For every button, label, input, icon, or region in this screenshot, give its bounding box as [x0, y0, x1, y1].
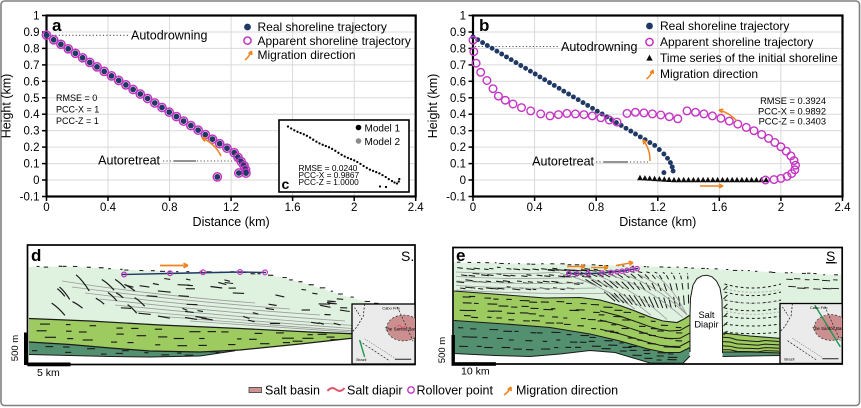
- svg-text:2: 2: [351, 202, 357, 214]
- svg-text:PCC-Z = 1.0000: PCC-Z = 1.0000: [299, 177, 360, 187]
- svg-text:Model 1: Model 1: [365, 124, 401, 135]
- svg-text:Brazil: Brazil: [784, 357, 794, 362]
- svg-text:0.6: 0.6: [450, 76, 466, 88]
- svg-text:.: .: [835, 253, 838, 267]
- svg-text:500 m: 500 m: [10, 335, 21, 361]
- svg-text:0.5: 0.5: [450, 93, 466, 105]
- svg-text:0.8: 0.8: [588, 202, 604, 214]
- svg-text:Salt basin: Salt basin: [265, 383, 320, 397]
- svg-text:0.4: 0.4: [24, 109, 41, 121]
- svg-text:a: a: [52, 16, 62, 35]
- svg-text:2.4: 2.4: [835, 202, 852, 214]
- svg-text:0.2: 0.2: [24, 142, 40, 154]
- svg-text:1: 1: [460, 11, 466, 23]
- svg-text:The Santos Basin: The Santos Basin: [385, 326, 420, 331]
- svg-text:0.1: 0.1: [450, 159, 466, 171]
- svg-text:Diapir: Diapir: [694, 320, 718, 330]
- svg-text:S: S: [826, 248, 835, 264]
- svg-text:Autoretreat: Autoretreat: [532, 155, 594, 169]
- svg-text:0.8: 0.8: [450, 43, 466, 55]
- svg-text:1.2: 1.2: [223, 202, 239, 214]
- svg-text:1.6: 1.6: [711, 202, 727, 214]
- svg-text:0.3: 0.3: [450, 126, 466, 138]
- svg-text:PCC-X = 0.9892: PCC-X = 0.9892: [758, 106, 826, 116]
- svg-text:0.5: 0.5: [24, 93, 40, 105]
- svg-text:0.4: 0.4: [450, 109, 467, 121]
- svg-text:Brazil: Brazil: [356, 357, 366, 362]
- svg-text:1: 1: [33, 11, 39, 23]
- svg-text:b: b: [479, 16, 489, 35]
- svg-text:0.2: 0.2: [450, 142, 466, 154]
- svg-text:The Santos Basin: The Santos Basin: [812, 326, 847, 331]
- svg-text:Autodrowning: Autodrowning: [131, 29, 207, 43]
- svg-text:1.6: 1.6: [285, 202, 301, 214]
- svg-text:0: 0: [470, 202, 476, 214]
- svg-text:0.4: 0.4: [527, 202, 544, 214]
- svg-text:Migration direction: Migration direction: [660, 67, 758, 81]
- svg-text:S.: S.: [401, 248, 414, 264]
- svg-text:500 m: 500 m: [437, 337, 448, 363]
- svg-text:Cabo Frio: Cabo Frio: [382, 305, 400, 310]
- svg-text:0.6: 0.6: [24, 76, 40, 88]
- svg-text:e: e: [456, 246, 465, 265]
- svg-text:Autoretreat: Autoretreat: [98, 154, 160, 168]
- svg-text:0.9: 0.9: [24, 27, 40, 39]
- svg-text:0: 0: [33, 175, 39, 187]
- svg-text:0.1: 0.1: [24, 159, 40, 171]
- svg-text:RMSE = 0: RMSE = 0: [56, 93, 97, 103]
- svg-text:Apparent shoreline trajectory: Apparent shoreline trajectory: [660, 35, 813, 49]
- svg-text:0.8: 0.8: [162, 202, 178, 214]
- svg-text:10 km: 10 km: [461, 366, 490, 378]
- svg-text:Real shoreline trajectory: Real shoreline trajectory: [660, 19, 789, 33]
- svg-text:PCC-X = 1: PCC-X = 1: [56, 105, 99, 115]
- svg-text:2: 2: [778, 202, 784, 214]
- svg-text:0: 0: [460, 175, 466, 187]
- svg-text:0: 0: [43, 202, 49, 214]
- svg-text:Real shoreline trajectory: Real shoreline trajectory: [258, 20, 387, 34]
- svg-text:Salt: Salt: [698, 310, 714, 320]
- svg-text:2.4: 2.4: [408, 202, 425, 214]
- svg-text:5 km: 5 km: [37, 367, 60, 379]
- svg-text:1.2: 1.2: [650, 202, 666, 214]
- svg-text:0.7: 0.7: [450, 60, 466, 72]
- svg-text:Migration direction: Migration direction: [258, 48, 356, 62]
- svg-text:Autodrowning: Autodrowning: [561, 40, 637, 54]
- svg-text:0.9: 0.9: [450, 27, 466, 39]
- svg-text:0.8: 0.8: [24, 43, 40, 55]
- svg-text:0.3: 0.3: [24, 126, 40, 138]
- svg-text:Distance (km): Distance (km): [193, 215, 270, 229]
- svg-text:Height (km): Height (km): [426, 74, 440, 139]
- svg-text:Height (km): Height (km): [0, 74, 14, 139]
- svg-text:Salt diapir: Salt diapir: [347, 383, 403, 397]
- svg-text:d: d: [31, 246, 41, 265]
- svg-text:PCC-Z = 0.3403: PCC-Z = 0.3403: [759, 117, 826, 127]
- svg-text:-0.1: -0.1: [446, 192, 466, 204]
- svg-text:Distance (km): Distance (km): [619, 215, 696, 229]
- svg-text:RMSE = 0.3924: RMSE = 0.3924: [760, 96, 826, 106]
- svg-text:Apparent shoreline trajectory: Apparent shoreline trajectory: [258, 34, 411, 48]
- svg-text:c: c: [282, 176, 290, 192]
- svg-text:Time series of the initial sho: Time series of the initial shoreline: [660, 51, 838, 65]
- svg-text:Cabo Frio: Cabo Frio: [810, 305, 828, 310]
- svg-text:0.7: 0.7: [24, 60, 40, 72]
- svg-text:Migration direction: Migration direction: [516, 383, 618, 397]
- svg-text:PCC-X = 0.9867: PCC-X = 0.9867: [299, 170, 360, 180]
- svg-text:PCC-Z = 1: PCC-Z = 1: [56, 116, 99, 126]
- svg-text:RMSE = 0.0240: RMSE = 0.0240: [299, 163, 358, 173]
- svg-text:0.4: 0.4: [100, 202, 117, 214]
- svg-text:Model 2: Model 2: [365, 137, 401, 148]
- svg-text:Rollover point: Rollover point: [417, 383, 494, 397]
- svg-text:-0.1: -0.1: [20, 192, 40, 204]
